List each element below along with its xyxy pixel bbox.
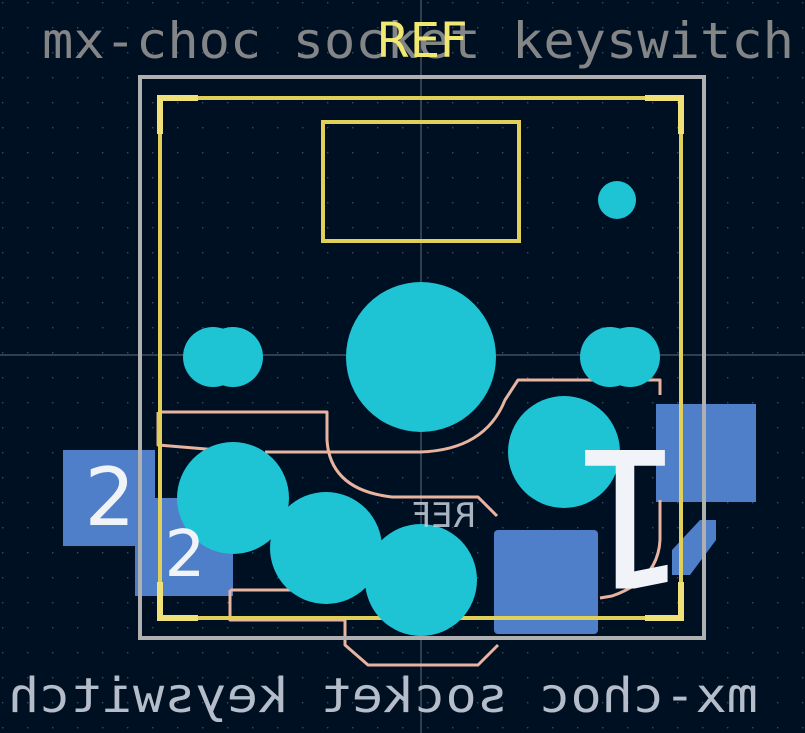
pad-1-label: 1: [568, 405, 689, 626]
right-stabilizer-hole-b[interactable]: [600, 327, 660, 387]
courtyard-outline: [138, 75, 706, 640]
silkscreen-led-window: [321, 120, 521, 243]
center-post-hole[interactable]: [346, 282, 496, 432]
left-stabilizer-hole-b[interactable]: [203, 327, 263, 387]
footprint-value-front: mx-choc socket keyswitch: [42, 12, 794, 70]
reference-front: REF: [376, 13, 467, 69]
led-hole[interactable]: [598, 181, 636, 219]
pad-2b-label: 2: [165, 518, 206, 592]
switch-pin-left[interactable]: [177, 442, 289, 554]
footprint-value-back: mx-choc socket keyswitch: [8, 668, 758, 724]
through-hole-pads: [177, 181, 660, 636]
socket-pin-bottom[interactable]: [365, 524, 477, 636]
switch-pin-right[interactable]: [508, 396, 620, 508]
smd-pad-center[interactable]: [494, 530, 598, 634]
pad-2-label: 2: [85, 451, 136, 544]
socket-pin-middle[interactable]: [270, 492, 382, 604]
silkscreen-corner-marks: [157, 95, 684, 621]
reference-back: REF: [412, 496, 477, 536]
